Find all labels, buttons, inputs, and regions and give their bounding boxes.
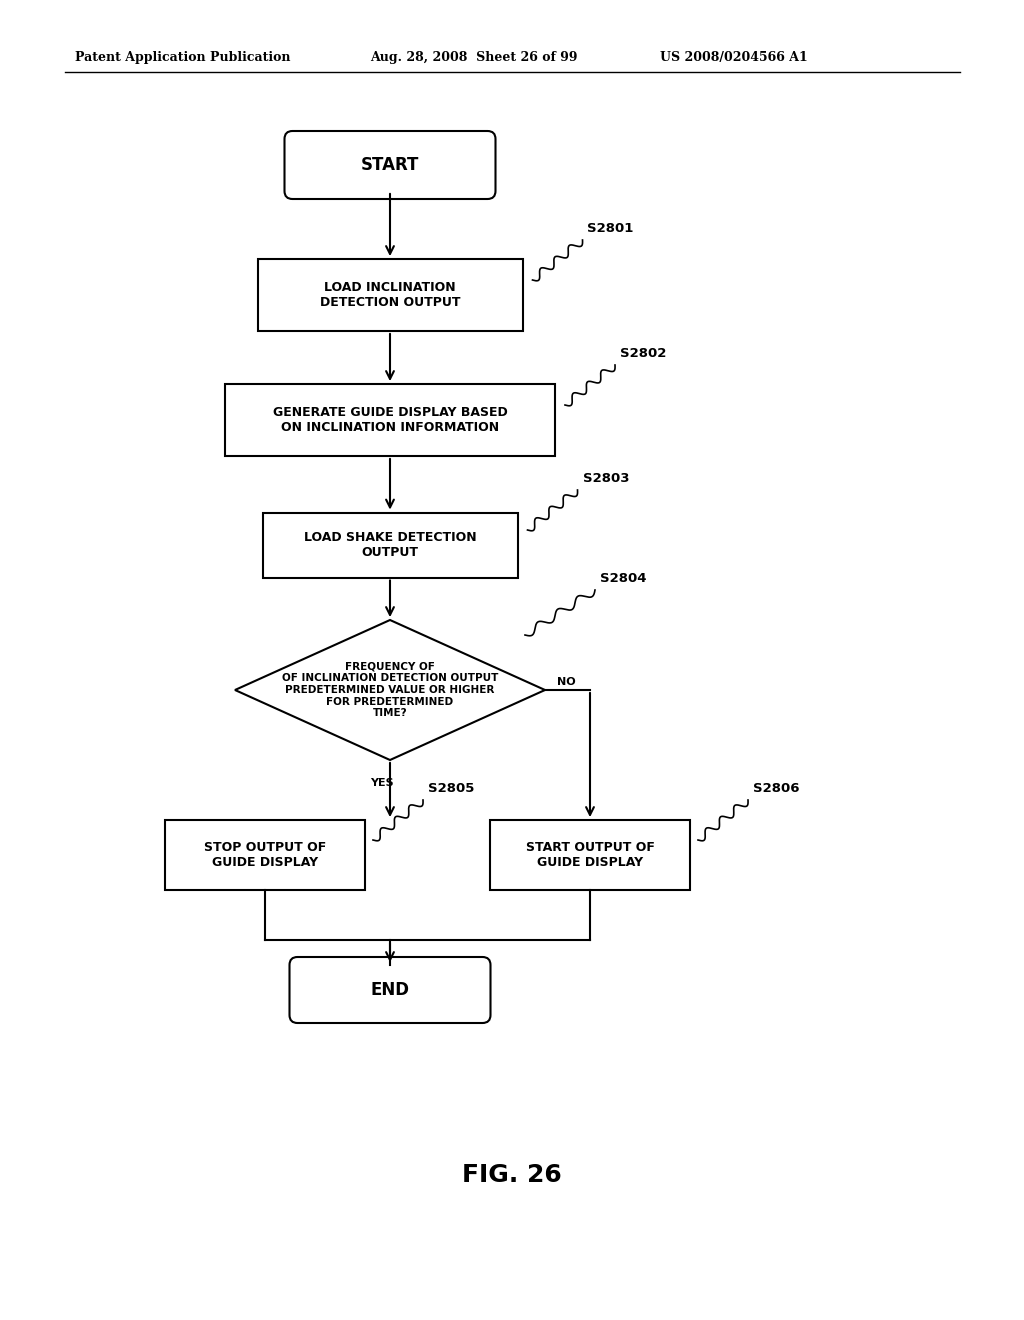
Text: S2801: S2801: [588, 222, 634, 235]
Text: US 2008/0204566 A1: US 2008/0204566 A1: [660, 51, 808, 65]
Text: STOP OUTPUT OF
GUIDE DISPLAY: STOP OUTPUT OF GUIDE DISPLAY: [204, 841, 326, 869]
Polygon shape: [234, 620, 545, 760]
FancyBboxPatch shape: [290, 957, 490, 1023]
Bar: [165, 820, 365, 890]
Text: S2806: S2806: [753, 781, 800, 795]
Text: NO: NO: [557, 677, 575, 686]
Text: S2802: S2802: [620, 347, 667, 360]
Text: FREQUENCY OF
OF INCLINATION DETECTION OUTPUT
PREDETERMINED VALUE OR HIGHER
FOR P: FREQUENCY OF OF INCLINATION DETECTION OU…: [282, 661, 499, 718]
Text: FIG. 26: FIG. 26: [462, 1163, 562, 1187]
Bar: [490, 820, 690, 890]
Text: LOAD INCLINATION
DETECTION OUTPUT: LOAD INCLINATION DETECTION OUTPUT: [319, 281, 460, 309]
Text: S2805: S2805: [428, 781, 474, 795]
Bar: [257, 259, 522, 331]
Text: START: START: [360, 156, 419, 174]
Text: S2803: S2803: [583, 473, 629, 484]
Bar: [262, 512, 517, 578]
Text: LOAD SHAKE DETECTION
OUTPUT: LOAD SHAKE DETECTION OUTPUT: [304, 531, 476, 558]
Text: Aug. 28, 2008  Sheet 26 of 99: Aug. 28, 2008 Sheet 26 of 99: [370, 51, 578, 65]
Text: START OUTPUT OF
GUIDE DISPLAY: START OUTPUT OF GUIDE DISPLAY: [525, 841, 654, 869]
Text: END: END: [371, 981, 410, 999]
Text: GENERATE GUIDE DISPLAY BASED
ON INCLINATION INFORMATION: GENERATE GUIDE DISPLAY BASED ON INCLINAT…: [272, 407, 507, 434]
Bar: [225, 384, 555, 455]
FancyBboxPatch shape: [285, 131, 496, 199]
Text: S2804: S2804: [600, 572, 646, 585]
Text: Patent Application Publication: Patent Application Publication: [75, 51, 291, 65]
Text: YES: YES: [371, 777, 394, 788]
